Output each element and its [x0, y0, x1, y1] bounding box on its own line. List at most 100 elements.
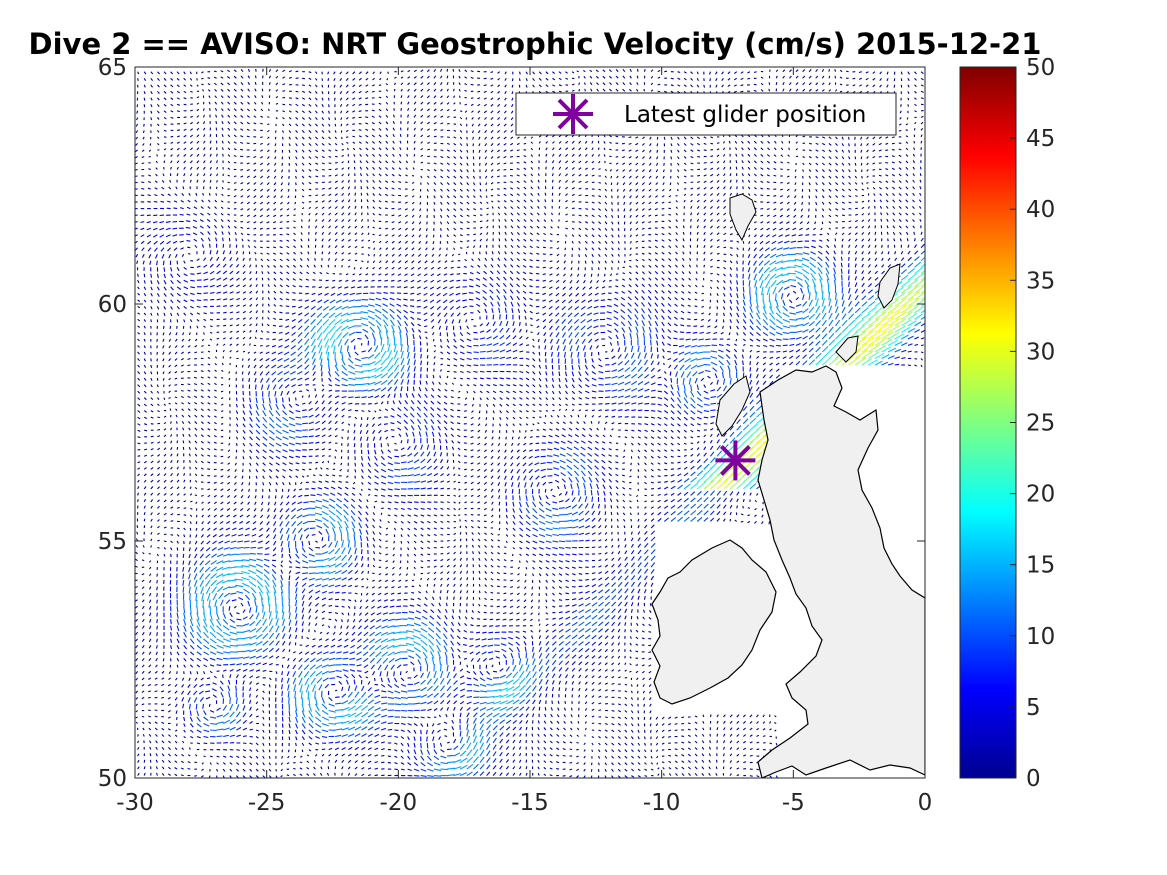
velocity-arrow [206, 677, 211, 680]
velocity-arrow [229, 337, 233, 340]
velocity-arrow [354, 225, 358, 229]
velocity-arrow [148, 168, 151, 171]
velocity-arrow [279, 311, 283, 314]
velocity-arrow [281, 618, 286, 626]
velocity-arrow [301, 749, 304, 753]
velocity-arrow [183, 153, 187, 157]
velocity-arrow [308, 84, 312, 87]
velocity-arrow [354, 691, 360, 698]
velocity-arrow [202, 599, 205, 608]
velocity-arrow [209, 631, 217, 639]
velocity-arrow [236, 291, 240, 294]
velocity-arrow [143, 273, 146, 278]
velocity-arrow [253, 351, 257, 354]
velocity-arrow [135, 651, 139, 655]
velocity-arrow [328, 110, 330, 114]
velocity-arrow [170, 77, 174, 81]
velocity-arrow [321, 400, 325, 405]
velocity-arrow [305, 292, 309, 295]
velocity-arrow [347, 612, 350, 616]
velocity-arrow [160, 200, 165, 203]
velocity-arrow [328, 312, 336, 319]
velocity-arrow [140, 240, 145, 245]
velocity-arrow [213, 435, 217, 438]
velocity-arrow [312, 773, 316, 776]
velocity-arrow [163, 110, 167, 114]
velocity-arrow [242, 304, 247, 307]
velocity-arrow [209, 108, 211, 111]
velocity-arrow [141, 559, 145, 562]
velocity-arrow [420, 566, 424, 569]
velocity-arrow [163, 267, 166, 272]
velocity-arrow [201, 83, 204, 86]
velocity-arrow [174, 753, 178, 757]
velocity-arrow [297, 345, 303, 351]
velocity-arrow [196, 272, 202, 275]
velocity-arrow [334, 753, 339, 757]
velocity-arrow [341, 569, 348, 575]
velocity-arrow [307, 251, 310, 255]
velocity-arrow [341, 408, 346, 412]
velocity-arrow [366, 199, 369, 203]
velocity-arrow [146, 221, 151, 224]
velocity-arrow [365, 605, 369, 610]
velocity-arrow [208, 192, 211, 196]
velocity-arrow [268, 736, 271, 740]
velocity-arrow [163, 280, 167, 285]
velocity-arrow [157, 142, 160, 146]
velocity-arrow [143, 390, 147, 394]
velocity-arrow [318, 286, 323, 289]
velocity-arrow [285, 527, 290, 534]
velocity-arrow [295, 581, 299, 587]
velocity-arrow [255, 655, 262, 659]
velocity-arrow [321, 544, 327, 548]
velocity-arrow [214, 206, 217, 209]
velocity-arrow [327, 460, 330, 463]
velocity-arrow [273, 591, 277, 600]
velocity-arrow [360, 218, 364, 222]
velocity-arrow [228, 384, 231, 388]
velocity-arrow [135, 156, 138, 159]
velocity-arrow [238, 527, 244, 531]
velocity-arrow [365, 273, 369, 276]
velocity-arrow [374, 754, 379, 757]
velocity-arrow [195, 501, 198, 505]
velocity-arrow [268, 610, 272, 620]
velocity-arrow [213, 501, 217, 505]
velocity-arrow [157, 505, 160, 509]
velocity-arrow [200, 460, 204, 464]
velocity-arrow [200, 414, 204, 418]
velocity-arrow [150, 492, 154, 496]
velocity-arrow [301, 697, 304, 706]
velocity-arrow [143, 293, 147, 297]
velocity-arrow [335, 305, 342, 311]
velocity-arrow [242, 323, 246, 327]
velocity-arrow [183, 260, 186, 264]
velocity-arrow [252, 520, 257, 525]
velocity-arrow [288, 103, 292, 106]
velocity-arrow [344, 486, 349, 490]
velocity-arrow [170, 479, 174, 483]
velocity-arrow [346, 345, 349, 352]
velocity-arrow [183, 266, 187, 270]
velocity-arrow [266, 156, 270, 159]
velocity-arrow [159, 227, 165, 231]
velocity-arrow [176, 466, 179, 470]
velocity-arrow [266, 252, 270, 255]
plot-area [134, 66, 926, 779]
velocity-arrow [194, 553, 198, 559]
velocity-arrow [183, 286, 189, 290]
velocity-arrow [262, 655, 268, 659]
velocity-arrow [159, 234, 165, 238]
velocity-arrow [321, 420, 326, 425]
velocity-arrow [416, 318, 421, 320]
velocity-arrow [308, 435, 314, 438]
velocity-arrow [226, 76, 231, 79]
velocity-arrow [286, 534, 290, 541]
velocity-arrow [170, 540, 173, 544]
velocity-arrow [358, 135, 362, 138]
velocity-arrow [295, 576, 300, 581]
velocity-arrow [347, 540, 350, 548]
velocity-arrow [305, 684, 310, 693]
velocity-arrow [322, 325, 330, 334]
